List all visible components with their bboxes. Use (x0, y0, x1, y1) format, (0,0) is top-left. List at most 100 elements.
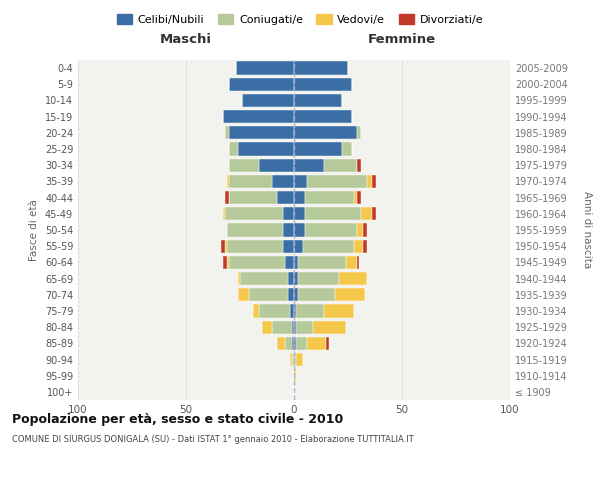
Bar (290, 353, 292, 366)
Bar (221, 240, 225, 253)
Bar (294, 110, 352, 124)
Bar (294, 369, 296, 382)
Bar (298, 288, 335, 302)
Bar (294, 272, 298, 285)
Bar (259, 158, 294, 172)
Text: COMUNE DI SIURGUS DONIGALA (SU) - Dati ISTAT 1° gennaio 2010 - Elaborazione TUTT: COMUNE DI SIURGUS DONIGALA (SU) - Dati I… (12, 435, 414, 444)
Bar (313, 320, 346, 334)
Bar (346, 256, 356, 269)
Bar (307, 336, 326, 350)
Bar (335, 288, 365, 302)
Bar (294, 207, 305, 220)
Bar (294, 256, 298, 269)
Bar (229, 256, 286, 269)
Bar (290, 304, 294, 318)
Bar (277, 336, 286, 350)
Bar (324, 158, 356, 172)
Bar (294, 353, 296, 366)
Y-axis label: Fasce di età: Fasce di età (29, 199, 39, 261)
Bar (372, 175, 376, 188)
Bar (305, 224, 356, 236)
Bar (294, 191, 305, 204)
Bar (229, 158, 259, 172)
Bar (283, 207, 294, 220)
Bar (298, 272, 340, 285)
Bar (294, 288, 298, 302)
Bar (283, 240, 294, 253)
Bar (227, 256, 229, 269)
Bar (229, 126, 294, 140)
Bar (225, 126, 229, 140)
Bar (227, 175, 229, 188)
Text: Popolazione per età, sesso e stato civile - 2010: Popolazione per età, sesso e stato civil… (12, 412, 343, 426)
Bar (294, 142, 341, 156)
Bar (341, 142, 352, 156)
Bar (292, 353, 294, 366)
Bar (363, 240, 367, 253)
Bar (227, 240, 283, 253)
Bar (229, 191, 277, 204)
Bar (302, 240, 355, 253)
Bar (238, 142, 294, 156)
Bar (292, 336, 294, 350)
Bar (296, 336, 307, 350)
Bar (227, 224, 283, 236)
Bar (253, 304, 259, 318)
Bar (223, 207, 225, 220)
Bar (238, 288, 248, 302)
Bar (296, 304, 324, 318)
Text: Femmine: Femmine (368, 34, 436, 46)
Bar (248, 288, 287, 302)
Bar (272, 320, 292, 334)
Bar (363, 224, 367, 236)
Bar (372, 207, 376, 220)
Bar (238, 272, 240, 285)
Bar (223, 256, 227, 269)
Bar (287, 288, 294, 302)
Bar (294, 224, 305, 236)
Bar (272, 175, 294, 188)
Bar (225, 191, 229, 204)
Bar (283, 224, 294, 236)
Bar (292, 320, 294, 334)
Bar (277, 191, 294, 204)
Bar (305, 207, 361, 220)
Bar (294, 94, 341, 107)
Bar (229, 175, 272, 188)
Legend: Celibi/Nubili, Coniugati/e, Vedovi/e, Divorziati/e: Celibi/Nubili, Coniugati/e, Vedovi/e, Di… (113, 10, 487, 28)
Bar (367, 175, 372, 188)
Bar (229, 142, 238, 156)
Bar (294, 175, 307, 188)
Bar (259, 304, 290, 318)
Bar (361, 207, 372, 220)
Bar (355, 240, 363, 253)
Bar (324, 304, 355, 318)
Bar (240, 272, 287, 285)
Bar (262, 320, 272, 334)
Bar (294, 62, 348, 74)
Bar (294, 240, 302, 253)
Bar (294, 336, 296, 350)
Bar (340, 272, 367, 285)
Bar (305, 191, 355, 204)
Bar (294, 126, 356, 140)
Bar (355, 191, 356, 204)
Bar (294, 78, 352, 91)
Bar (294, 320, 296, 334)
Bar (286, 336, 292, 350)
Y-axis label: Anni di nascita: Anni di nascita (581, 192, 592, 268)
Bar (298, 256, 346, 269)
Bar (223, 110, 294, 124)
Text: Maschi: Maschi (160, 34, 212, 46)
Bar (286, 256, 294, 269)
Bar (242, 94, 294, 107)
Bar (236, 62, 294, 74)
Bar (356, 126, 361, 140)
Bar (294, 304, 296, 318)
Bar (287, 272, 294, 285)
Bar (225, 240, 227, 253)
Bar (356, 224, 363, 236)
Bar (326, 336, 329, 350)
Bar (225, 207, 283, 220)
Bar (356, 191, 361, 204)
